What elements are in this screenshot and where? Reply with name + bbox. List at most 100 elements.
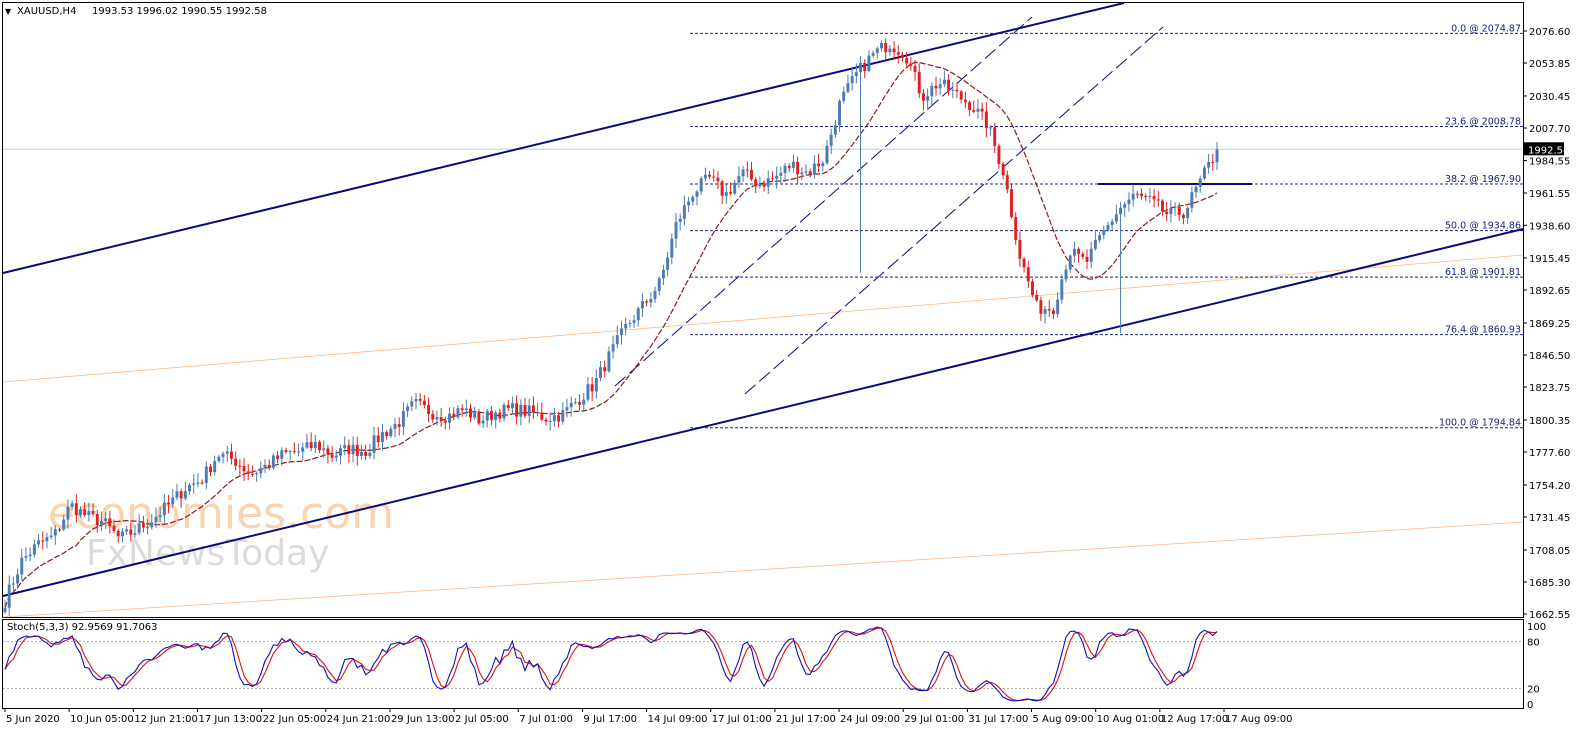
channel-lower-line [2,228,1524,597]
ohlc-values: 1993.53 1996.02 1990.55 1992.58 [92,6,267,17]
candle-body [3,607,7,612]
candle-body [37,540,41,545]
stoch-main-line [4,626,1218,702]
fib-level-label: 50.0 @ 1934.86 [1445,221,1521,232]
candle-body [1035,294,1039,301]
candle-body [1102,230,1106,236]
candle-body [938,84,942,89]
chart-header: ▼ XAUUSD,H4 1993.53 1996.02 1990.55 1992… [5,6,267,17]
candle-body [519,404,523,417]
candle-body [926,96,930,101]
fib-level-label: 23.6 @ 2008.78 [1445,116,1521,127]
candle-body [557,415,561,422]
candle-body [393,424,397,429]
candle-body [485,411,489,421]
candle-body [699,178,703,192]
candle-body [179,491,183,499]
price-tick-label: 2076.60 [1529,27,1570,38]
candle-body [74,503,78,516]
candle-body [703,174,707,179]
candle-body [137,523,141,534]
candle-body [364,452,368,456]
candle-body [45,537,49,542]
main-pane-frame [2,2,1524,618]
candle-body [330,454,334,458]
price-tick-label: 1708.05 [1529,546,1570,557]
candle-body [1001,163,1005,176]
candle-body [934,85,938,89]
candle-body [24,556,28,558]
price-tick-label: 2030.45 [1529,92,1570,103]
candle-body [867,55,871,72]
candle-body [754,179,758,187]
candle-body [250,473,254,475]
price-tick-label: 1823.75 [1529,383,1570,394]
candle-body [850,76,854,84]
candle-body [1081,253,1085,257]
dashed-channel-lower [744,26,1164,395]
candle-body [255,473,259,475]
price-tick-label: 1662.55 [1529,610,1570,621]
candle-body [225,451,229,454]
candle-body [800,172,804,175]
candle-body [322,448,326,451]
candle-body [464,408,468,410]
candle-body [318,441,321,451]
candle-body [1148,196,1152,198]
candle-body [112,525,116,531]
candle-body [343,445,347,449]
candle-body [515,403,519,417]
candle-body [561,410,565,422]
candle-body [695,191,699,197]
candle-body [129,529,133,535]
candle-body [238,465,242,467]
price-tick-label: 1984.55 [1529,157,1570,168]
candle-body [796,161,800,175]
candle-body [339,448,342,456]
time-tick-label: 14 Jul 09:00 [648,714,708,725]
candle-body [49,535,53,538]
fibonacci-retracement[interactable]: 0.0 @ 2074.87 23.6 @ 2008.78 38.2 @ 1967.9… [690,23,1523,429]
candle-body [263,464,267,469]
candle-body [410,401,414,407]
candle-body [808,171,812,175]
candle-body [16,574,20,584]
price-tick-label: 2007.70 [1529,124,1570,135]
candle-body [775,175,779,179]
price-tick-label: 1800.35 [1529,416,1570,427]
candle-body [674,221,678,239]
candle-body [1131,193,1135,200]
candle-body [1119,207,1123,215]
candle-body [213,461,217,473]
candle-body [724,192,728,196]
candle-body [762,184,766,187]
candle-body [158,515,162,517]
candle-body [1089,248,1093,262]
candle-body [791,161,795,168]
candle-body [7,584,11,608]
candle-body [921,93,925,101]
candle-body [230,451,233,459]
price-tick-label: 1869.25 [1529,319,1570,330]
candle-body [242,465,246,472]
price-tick-label: 1961.55 [1529,189,1570,200]
candle-body [305,442,309,448]
trend-channel[interactable] [2,2,1524,597]
candle-body [1031,281,1034,295]
time-tick-label: 10 Jun 05:00 [70,714,134,725]
candle-body [947,79,951,91]
candle-body [770,178,774,180]
candle-body [204,466,208,484]
candle-body [565,407,569,411]
fan-lines [2,254,1524,618]
candle-body [79,509,82,516]
candle-body [1194,186,1198,193]
candle-body [192,483,196,485]
candle-body [360,452,363,457]
candle-body [976,108,980,112]
current-price-tag: 1992.58 [1524,142,1569,156]
menu-arrow-icon[interactable]: ▼ [5,7,12,16]
price-tick-label: 1777.60 [1529,448,1570,459]
candle-body [422,400,426,406]
